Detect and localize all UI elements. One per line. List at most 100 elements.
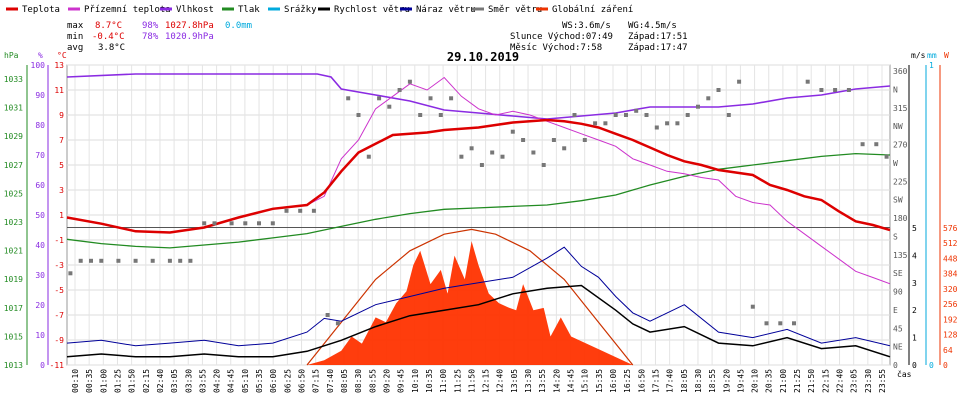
wind-direction-point bbox=[397, 88, 402, 92]
wind-direction-point bbox=[469, 146, 474, 151]
wind-direction-point bbox=[603, 121, 608, 126]
axis-w-title: W bbox=[944, 51, 949, 60]
dir-tick-label: 180 bbox=[893, 214, 908, 223]
wind-direction-point bbox=[750, 304, 755, 309]
stat-avg-temp: 3.8°C bbox=[98, 43, 125, 53]
x-tick-label: 14:45 bbox=[567, 369, 576, 393]
x-tick-label: 06:50 bbox=[298, 369, 307, 393]
wind-direction-point bbox=[335, 321, 340, 326]
x-tick-label: 18:55 bbox=[708, 369, 717, 393]
x-tick-label: 14:20 bbox=[552, 369, 561, 393]
mm-tick-label: 0 bbox=[929, 361, 934, 370]
wind-direction-point bbox=[819, 88, 824, 92]
stat-sun-set: Západ:17:51 bbox=[628, 32, 688, 42]
stat-min-hum: 78% bbox=[142, 32, 159, 42]
wind-direction-point bbox=[860, 142, 865, 147]
dir-tick-label: NW bbox=[893, 122, 903, 131]
x-tick-label: 04:20 bbox=[213, 369, 222, 393]
hpa-tick-label: 1017 bbox=[4, 304, 23, 313]
legend: Teplota Přízemní teplota Vlhkost Tlak Srážky… bbox=[6, 5, 633, 15]
x-tick-label: 06:25 bbox=[283, 369, 292, 393]
ms-tick-label: 2 bbox=[912, 306, 917, 315]
wind-direction-point bbox=[805, 79, 810, 84]
x-tick-label: 12:40 bbox=[496, 369, 505, 393]
axis-hpa-title: hPa bbox=[4, 51, 19, 60]
x-tick-label: 21:50 bbox=[807, 369, 816, 393]
wind-direction-point bbox=[68, 271, 73, 276]
stat-min-temp: -0.4°C bbox=[92, 32, 125, 42]
temp-tick-label: -7 bbox=[54, 311, 64, 320]
x-tick-label: 09:45 bbox=[397, 369, 406, 393]
wind-direction-point bbox=[418, 113, 423, 117]
pct-tick-label: 90 bbox=[35, 91, 45, 100]
dir-tick-label: W bbox=[893, 159, 898, 168]
stat-avg-label: avg bbox=[67, 43, 83, 53]
dir-tick-label: E bbox=[893, 306, 898, 315]
pct-tick-label: 60 bbox=[35, 181, 45, 190]
x-tick-label: 03:05 bbox=[170, 369, 179, 393]
legend-label: Srážky bbox=[284, 5, 317, 15]
wind-direction-point bbox=[490, 150, 495, 155]
x-tick-label: 08:55 bbox=[368, 369, 377, 393]
axis-temp-title: °C bbox=[57, 51, 67, 60]
pct-tick-label: 20 bbox=[35, 301, 45, 310]
wind-direction-point bbox=[792, 321, 796, 326]
wind-direction-point bbox=[541, 163, 546, 167]
x-tick-label: 16:00 bbox=[609, 369, 618, 393]
grid bbox=[66, 64, 891, 366]
temp-tick-label: -9 bbox=[54, 336, 64, 345]
ms-tick-label: 4 bbox=[912, 251, 917, 260]
wind-direction-point bbox=[366, 154, 371, 159]
axis-pct-title: % bbox=[38, 51, 43, 60]
wind-direction-point bbox=[311, 208, 316, 213]
x-tick-label: 12:15 bbox=[482, 369, 491, 393]
wind-direction-point bbox=[846, 88, 851, 92]
pct-tick-label: 0 bbox=[40, 361, 45, 370]
wind-direction-point bbox=[510, 129, 515, 134]
stat-max-hum: 98% bbox=[142, 21, 159, 31]
wind-direction-point bbox=[521, 138, 526, 142]
stat-ws: WS:3.6m/s bbox=[562, 21, 611, 31]
pct-tick-label: 10 bbox=[35, 331, 45, 340]
wind-direction-point bbox=[428, 96, 433, 101]
pct-tick-label: 100 bbox=[31, 61, 46, 70]
wind-direction-point bbox=[78, 258, 83, 263]
dir-tick-label: SE bbox=[893, 269, 903, 278]
x-tick-label: 02:40 bbox=[156, 369, 165, 393]
series-wind-gust bbox=[66, 246, 891, 347]
w-tick-label: 192 bbox=[943, 315, 958, 324]
stat-max-temp: 8.7°C bbox=[95, 21, 122, 31]
hpa-tick-label: 1025 bbox=[4, 189, 23, 198]
dir-tick-label: SW bbox=[893, 196, 903, 205]
dir-tick-label: N bbox=[893, 85, 898, 94]
dir-tick-label: 360 bbox=[893, 67, 908, 76]
dir-tick-label: 225 bbox=[893, 177, 908, 186]
series-clear-sky-radiation bbox=[306, 228, 634, 366]
wind-direction-point bbox=[356, 113, 361, 117]
wind-direction-point bbox=[737, 79, 742, 84]
legend-label: Náraz větru bbox=[416, 5, 476, 15]
hpa-tick-label: 1023 bbox=[4, 218, 23, 227]
temp-tick-label: 11 bbox=[54, 86, 64, 95]
temp-tick-label: 7 bbox=[59, 136, 64, 145]
x-tick-label: 00:35 bbox=[85, 369, 94, 393]
wind-direction-point bbox=[212, 221, 217, 226]
wind-direction-point bbox=[99, 258, 104, 263]
legend-label: Směr větru bbox=[488, 5, 542, 15]
x-tick-label: 23:05 bbox=[850, 369, 859, 393]
wind-direction-point bbox=[726, 113, 731, 117]
wind-direction-point bbox=[202, 221, 207, 226]
w-tick-label: 320 bbox=[943, 285, 958, 294]
x-tick-label: 18:05 bbox=[680, 369, 689, 393]
wind-direction-point bbox=[644, 113, 649, 117]
wind-direction-point bbox=[634, 108, 639, 113]
wind-direction-point bbox=[449, 96, 454, 101]
x-tick-label: 13:05 bbox=[510, 369, 519, 393]
w-tick-label: 128 bbox=[943, 331, 958, 340]
x-tick-label: 05:10 bbox=[241, 369, 250, 393]
hpa-tick-label: 1027 bbox=[4, 161, 23, 170]
chart-title: 29.10.2019 bbox=[447, 50, 519, 64]
legend-label: Globální záření bbox=[552, 5, 633, 15]
x-tick-label: 21:25 bbox=[793, 369, 802, 393]
